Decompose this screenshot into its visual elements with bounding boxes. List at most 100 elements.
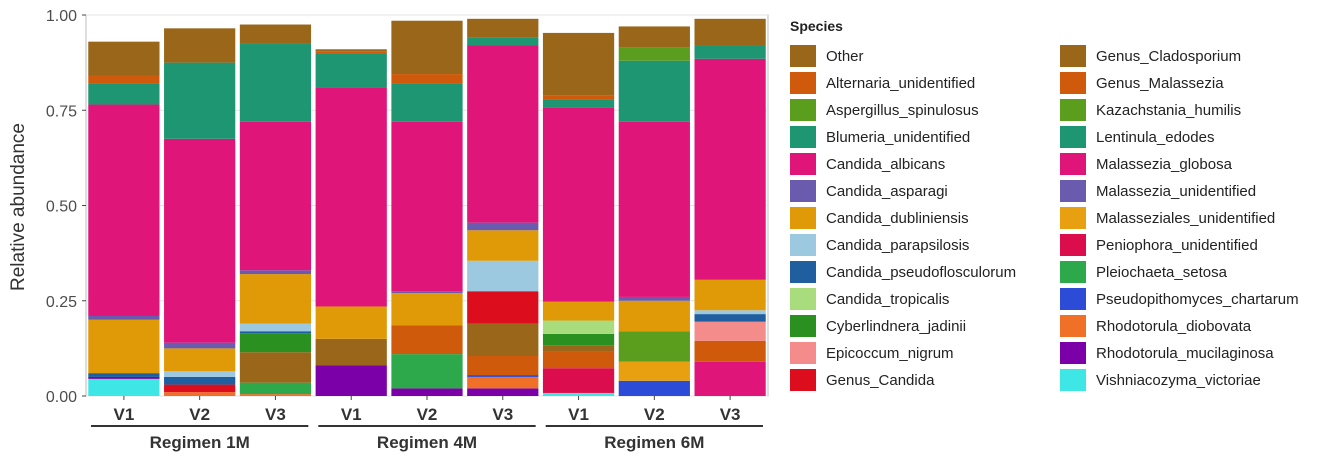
legend-swatch-genus-candida: [790, 369, 816, 391]
bar-segment-candida-parapsilosis: [694, 310, 766, 315]
legend-swatch-pleiochaeta-setosa: [1060, 261, 1086, 283]
bar-segment-pleiochaeta-setosa: [239, 382, 312, 395]
bar-segment-candida-albicans: [239, 121, 312, 271]
y-tick-label: 0.00: [46, 389, 77, 406]
legend-swatch-candida-asparagi: [790, 180, 816, 202]
bar-segment-candida-albicans: [315, 87, 387, 307]
bar-segment-rhodotorula-diobovata: [467, 376, 539, 389]
bar-segment-genus-candida: [164, 384, 236, 393]
legend-label-aspergillus-spinulosus: Aspergillus_spinulosus: [826, 102, 979, 119]
bar-segment-rhodotorula-mucilaginosa: [88, 376, 160, 379]
legend-label-genus-candida: Genus_Candida: [826, 372, 935, 389]
legend-swatch-other: [790, 45, 816, 67]
legend-label-rhodotorula-mucilaginosa: Rhodotorula_mucilaginosa: [1096, 345, 1274, 362]
bar-segment-genus-candida: [467, 291, 539, 324]
legend-label-malassezia-unidentified: Malassezia_unidentified: [1096, 183, 1256, 200]
bar-segment-candida-tropicalis: [542, 320, 615, 334]
bar-segment-alternaria-unidentified: [542, 95, 615, 100]
bar-segment-candida-dubliniensis: [391, 293, 463, 326]
group-label: Regimen 1M: [150, 433, 250, 452]
bar-segment-alternaria-unidentified: [88, 75, 160, 84]
bar-segment-candida-asparagi: [391, 291, 463, 294]
legend-label-genus-cladosporium: Genus_Cladosporium: [1096, 48, 1241, 65]
x-tick-label: V3: [492, 405, 513, 424]
bar-segment-candida-pseudoflosculorum: [239, 331, 312, 334]
bar-segment-candida-parapsilosis: [164, 371, 236, 377]
legend-label-lentinula-edodes: Lentinula_edodes: [1096, 129, 1214, 146]
legend-label-other: Other: [826, 48, 864, 65]
bar-segment-other: [542, 32, 615, 96]
bar-segment-candida-asparagi: [467, 222, 539, 231]
bar-segment-rhodotorula-mucilaginosa: [467, 388, 539, 396]
legend-label-kazachstania-humilis: Kazachstania_humilis: [1096, 102, 1241, 119]
bar-segment-candida-asparagi: [88, 315, 160, 320]
bar-segment-alternaria-unidentified: [315, 51, 387, 54]
bar-segment-cyberlindnera-jadinii: [542, 333, 615, 346]
legend-swatch-malassezia-globosa: [1060, 153, 1086, 175]
legend-label-candida-parapsilosis: Candida_parapsilosis: [826, 237, 969, 254]
bar-segment-peniophora-unidentified: [542, 368, 615, 393]
bar-segment-other: [315, 49, 387, 52]
bar-segment-genus-cladosporium: [467, 323, 539, 356]
x-tick-label: V3: [720, 405, 741, 424]
legend-swatch-kazachstania-humilis: [1060, 99, 1086, 121]
bar-segment-genus-malassezia: [694, 340, 766, 362]
x-tick-label: V1: [341, 405, 362, 424]
bar-segment-blumeria-unidentified: [88, 83, 160, 105]
bar-segment-blumeria-unidentified: [239, 43, 312, 122]
bar-segment-candida-dubliniensis: [164, 348, 236, 372]
bar-segment-candida-albicans: [542, 107, 615, 302]
bar-segment-vishniacozyma-victoriae: [542, 392, 615, 396]
y-axis-title: Relative abundance: [8, 123, 29, 291]
bar-segment-blumeria-unidentified: [618, 60, 690, 122]
legend-swatch-candida-tropicalis: [790, 288, 816, 310]
bar-segment-candida-albicans: [88, 104, 160, 316]
plot-area: [85, 14, 769, 397]
bar-segment-candida-albicans: [391, 121, 463, 292]
bar-segment-candida-pseudoflosculorum: [88, 373, 160, 377]
bar-segment-cyberlindnera-jadinii: [239, 333, 312, 353]
bar-segment-candida-albicans: [467, 45, 539, 223]
bar-segment-candida-asparagi: [239, 270, 312, 275]
x-tick-label: V3: [265, 405, 286, 424]
x-tick-label: V2: [189, 405, 210, 424]
bar-segment-candida-albicans: [618, 121, 690, 297]
bar-segment-pseudopithomyces-chartarum: [618, 380, 690, 396]
legend-swatch-rhodotorula-mucilaginosa: [1060, 342, 1086, 364]
bar-segment-other: [164, 28, 236, 63]
legend: Species Other Alternaria_unidentified Aspe…: [790, 18, 1299, 391]
legend-label-malassezia-globosa: Malassezia_globosa: [1096, 156, 1233, 173]
bar-segment-blumeria-unidentified: [391, 83, 463, 122]
legend-swatch-genus-cladosporium: [1060, 45, 1086, 67]
legend-label-epicoccum-nigrum: Epicoccum_nigrum: [826, 345, 954, 362]
bar-segment-genus-cladosporium: [315, 338, 387, 366]
legend-label-rhodotorula-diobovata: Rhodotorula_diobovata: [1096, 318, 1252, 335]
bar-segment-candida-parapsilosis: [239, 323, 312, 332]
bar-segment-epicoccum-nigrum: [694, 321, 766, 341]
legend-swatch-cyberlindnera-jadinii: [790, 315, 816, 337]
x-tick-label: V2: [644, 405, 665, 424]
bar-segment-vishniacozyma-victoriae: [88, 378, 160, 396]
legend-label-alternaria-unidentified: Alternaria_unidentified: [826, 75, 975, 92]
bar-segment-candida-albicans: [164, 138, 236, 343]
bar-segment-pseudopithomyces-chartarum: [467, 375, 539, 377]
legend-label-candida-asparagi: Candida_asparagi: [826, 183, 948, 200]
bar-segment-candida-dubliniensis: [315, 306, 387, 339]
bar-segment-blumeria-unidentified: [694, 45, 766, 59]
legend-swatch-alternaria-unidentified: [790, 72, 816, 94]
legend-swatch-candida-parapsilosis: [790, 234, 816, 256]
bar-segment-other: [467, 18, 539, 38]
legend-label-cyberlindnera-jadinii: Cyberlindnera_jadinii: [826, 318, 966, 335]
bar-segment-genus-malassezia: [391, 325, 463, 355]
bar-segment-rhodotorula-mucilaginosa: [391, 388, 463, 396]
legend-label-genus-malassezia: Genus_Malassezia: [1096, 75, 1224, 92]
bar-segment-malasseziales-unidentified: [618, 361, 690, 381]
bar-segment-other: [88, 41, 160, 76]
bar-segment-blumeria-unidentified: [467, 37, 539, 46]
bar-segment-alternaria-unidentified: [391, 74, 463, 84]
legend-swatch-vishniacozyma-victoriae: [1060, 369, 1086, 391]
bar-segment-blumeria-unidentified: [164, 62, 236, 139]
legend-label-blumeria-unidentified: Blumeria_unidentified: [826, 129, 970, 146]
legend-swatch-candida-dubliniensis: [790, 207, 816, 229]
y-tick-label: 0.50: [46, 199, 77, 216]
